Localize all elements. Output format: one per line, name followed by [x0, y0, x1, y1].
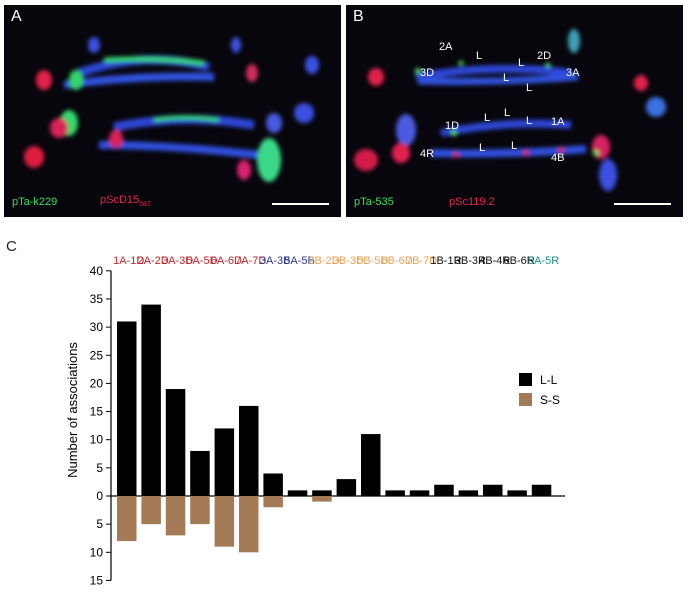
bar-ll-3b-3d: [336, 479, 357, 496]
bar-ll-6a-6d: [214, 428, 235, 496]
y-tick-label: 10: [90, 433, 104, 447]
y-tick-label: 15: [90, 405, 104, 419]
category-label-5b-5d: 5B-5D: [357, 255, 388, 267]
chromosome-label-4b: 4B: [551, 152, 564, 164]
chromosome-label-l: L: [526, 82, 532, 94]
chromosome-label-l: L: [518, 57, 524, 69]
category-label-6b-6r: 6B-6R: [504, 255, 535, 267]
legend-label-ss: S-S: [540, 393, 560, 407]
bar-ll-3a-3d: [165, 389, 186, 496]
bar-ll-2a-2d: [141, 304, 161, 496]
category-label-6b-6d: 6B-6D: [382, 255, 413, 267]
bar-ss-3a-3b: [263, 496, 283, 508]
chromosome-label-l: L: [479, 142, 485, 154]
micrograph-b-image: 2A L 2D 3D L L 3A L L 1D L L 1A 4R L L 4…: [354, 29, 666, 191]
probe-red-a-text: pScD15: [100, 193, 140, 206]
chromosome-label-l: L: [504, 107, 510, 119]
y-tick-label: 35: [90, 292, 104, 306]
y-tick-label: 15: [90, 573, 104, 587]
chromosome-label-l: L: [484, 112, 490, 124]
y-tick-label: 25: [90, 348, 104, 362]
y-tick-label: 40: [90, 264, 104, 278]
bar-ll-4b-4r: [483, 484, 503, 496]
category-label-3a-3b: 3A-3B: [260, 255, 291, 267]
legend-swatch-ss: [519, 393, 532, 406]
bar-ll-2b-2d: [312, 490, 332, 496]
category-label-2a-2d: 2A-2D: [138, 255, 169, 267]
category-label-6a-6d: 6A-6D: [211, 255, 242, 267]
scale-bar-a: [272, 203, 329, 205]
legend-swatch-ll: [519, 373, 532, 386]
probe-label-green-b: pTa-535: [354, 196, 394, 208]
chromosome-label-l: L: [526, 115, 532, 127]
probe-red-a-subscript: 587: [139, 201, 151, 208]
probe-label-red-a: pScD15587: [100, 194, 151, 208]
bar-ss-1a-1d: [117, 496, 137, 542]
chromosome-label-2a: 2A: [439, 41, 453, 53]
bar-ll-5a-5b: [287, 490, 308, 496]
category-label-5a-5b: 5A-5B: [284, 255, 315, 267]
y-axis-label: Number of associations: [65, 342, 80, 478]
y-tick-label: 20: [90, 376, 104, 390]
category-label-3b-3r: 3B-3R: [455, 255, 486, 267]
chromosome-label-4r: 4R: [420, 148, 434, 160]
category-label-3b-3d: 3B-3D: [333, 255, 364, 267]
panel-label-c: C: [6, 238, 17, 255]
y-tick-label: 10: [90, 545, 104, 559]
micrograph-panel-a: A pTa-k229 pScD15587: [4, 5, 341, 217]
category-label-1a-1d: 1A-1D: [113, 255, 144, 267]
bar-ll-3b-3r: [458, 490, 479, 496]
category-label-3a-3d: 3A-3D: [162, 255, 193, 267]
scale-bar-b: [614, 203, 671, 205]
chromosome-label-3a: 3A: [566, 67, 580, 79]
bar-ll-7b-7d: [409, 490, 430, 496]
category-label-7a-7d: 7A-7D: [235, 255, 266, 267]
bar-ss-7a-7d: [239, 496, 259, 553]
bar-ll-1b-1r: [434, 484, 454, 496]
category-label-2b-2d: 2B-2D: [308, 255, 339, 267]
probe-label-red-b: pSc119.2: [449, 196, 495, 208]
bar-ss-2a-2d: [141, 496, 161, 525]
y-tick-label: 5: [96, 517, 103, 531]
micrograph-panel-b: 2A L 2D 3D L L 3A L L 1D L L 1A 4R L L 4…: [346, 5, 683, 217]
bar-ll-5a-5d: [190, 450, 210, 496]
bar-ss-5a-5d: [190, 496, 210, 525]
bar-ll-6b-6r: [507, 490, 527, 496]
bar-ss-6a-6d: [214, 496, 235, 547]
category-label-5a-5r: 5A-5R: [528, 255, 559, 267]
y-tick-label: 0: [96, 489, 103, 503]
bar-ss-3a-3d: [165, 496, 186, 536]
bar-ss-2b-2d: [312, 496, 332, 502]
chromosome-label-l: L: [476, 50, 482, 62]
bar-ll-3a-3b: [263, 473, 283, 496]
y-tick-label: 30: [90, 320, 104, 334]
bar-ll-5b-5d: [361, 434, 381, 496]
bar-ll-1a-1d: [117, 321, 137, 496]
chromosome-label-l: L: [503, 72, 509, 84]
chromosome-label-3d: 3D: [420, 67, 434, 79]
category-label-4b-4r: 4B-4R: [479, 255, 510, 267]
category-label-7b-7d: 7B-7D: [406, 255, 437, 267]
legend-label-ll: L-L: [540, 373, 558, 387]
bar-ll-5a-5r: [531, 484, 552, 496]
chromosome-label-2d: 2D: [537, 50, 551, 62]
chromosome-label-1d: 1D: [445, 120, 459, 132]
bar-ll-6b-6d: [385, 490, 405, 496]
category-label-5a-5d: 5A-5D: [186, 255, 217, 267]
panel-label-b: B: [353, 8, 364, 25]
category-label-1b-1r: 1B-1R: [430, 255, 461, 267]
panel-b-label-layer: 2A L 2D 3D L L 3A L L 1D L L 1A 4R L L 4…: [420, 41, 580, 164]
panel-label-a: A: [11, 8, 22, 25]
micrograph-a-image: [24, 37, 319, 182]
bar-ll-7a-7d: [239, 405, 259, 496]
chromosome-label-l: L: [511, 140, 517, 152]
probe-label-green-a: pTa-k229: [12, 196, 58, 208]
chromosome-label-1a: 1A: [551, 116, 565, 128]
y-tick-label: 5: [96, 461, 103, 475]
